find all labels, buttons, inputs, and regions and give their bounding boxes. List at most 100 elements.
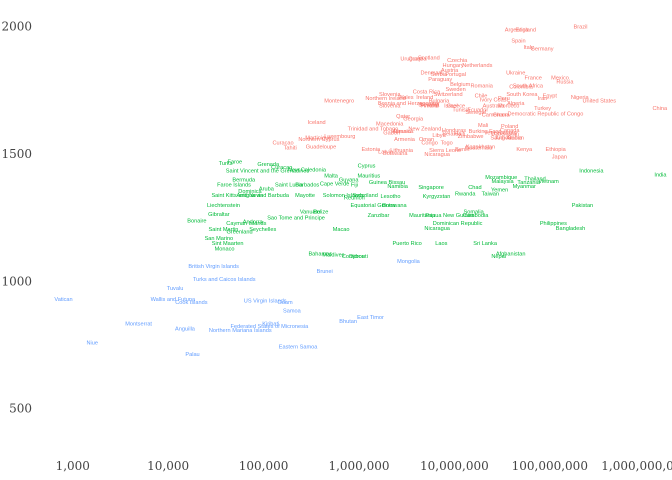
- point-label: Mauritania: [409, 213, 436, 219]
- point-label: Uruguay: [400, 57, 421, 63]
- x-tick-label: 100,000,000: [512, 459, 588, 473]
- point-label: Palau: [185, 352, 199, 358]
- point-label: New Zealand: [408, 127, 441, 133]
- point-label: Saint Lucia: [275, 183, 304, 189]
- point-label: Zimbabwe: [458, 134, 484, 140]
- point-label: Belarus: [442, 132, 461, 138]
- point-label: Anguilla: [175, 326, 196, 332]
- point-label: Comoros: [342, 254, 365, 260]
- point-label: Ukraine: [506, 71, 525, 77]
- point-label: England: [516, 27, 537, 33]
- point-label: Luxembourg: [324, 134, 355, 140]
- point-label: Faroe: [228, 160, 243, 166]
- point-label: Vanuatu: [300, 209, 320, 215]
- point-label: Iraq: [507, 130, 517, 136]
- point-label: Cayman Islands: [226, 221, 266, 227]
- x-tick-label: 100,000: [239, 459, 289, 473]
- point-label: Wallis and Futuna: [151, 297, 196, 303]
- point-label: Namibia: [387, 184, 408, 190]
- y-tick-label: 2000: [1, 20, 32, 34]
- y-axis: 500 1000 1500 2000: [1, 20, 32, 416]
- point-label: Sri Lanka: [473, 241, 498, 247]
- point-label: Grenada: [257, 162, 280, 168]
- point-label: Fiji: [351, 183, 358, 189]
- point-label: Monaco: [215, 246, 235, 252]
- y-tick-label: 1000: [1, 274, 32, 288]
- point-label: Kazakhstan: [466, 144, 495, 150]
- point-label: Dominica: [238, 189, 262, 195]
- point-label: Armenia: [394, 137, 416, 143]
- point-label: Togo: [441, 141, 453, 147]
- point-label: Slovenia: [379, 92, 401, 98]
- point-label: Equatorial Guinea: [351, 203, 397, 209]
- point-label: Mongolia: [397, 259, 421, 265]
- point-label: Turks: [219, 161, 233, 167]
- point-label: Russia: [556, 79, 574, 85]
- point-label: Djibouti: [349, 254, 368, 260]
- point-label: Serbia: [431, 72, 448, 78]
- point-label: Portugal: [445, 72, 466, 78]
- point-label: Saudi Arabia: [490, 136, 523, 142]
- point-label: Sierra Leone: [429, 148, 461, 154]
- point-label: South Korea: [506, 92, 538, 98]
- point-label: East Timor: [357, 315, 384, 321]
- point-label: Northern Cyprus: [298, 137, 339, 143]
- point-label: Reunion: [344, 195, 365, 201]
- point-label: Qatar: [396, 114, 410, 120]
- point-label: Zanzibar: [368, 213, 390, 219]
- point-label: Ethiopia: [545, 147, 566, 153]
- point-label: Australia: [483, 104, 506, 110]
- point-label: Tuvalu: [167, 286, 184, 292]
- point-label: Montenegro: [324, 99, 354, 105]
- point-label: Kenya: [516, 147, 533, 153]
- point-label: Vatican: [54, 297, 72, 303]
- point-label: Myanmar: [513, 184, 536, 190]
- point-label: Austria: [441, 68, 459, 74]
- point-label: Bonaire: [187, 218, 206, 224]
- point-label: Greenland: [226, 230, 252, 236]
- point-label: Turks and Caicos Islands: [193, 277, 256, 283]
- point-label: Honduras: [442, 128, 466, 134]
- point-label: Macedonia: [376, 122, 404, 128]
- point-label: Samoa: [283, 309, 302, 315]
- point-label: Laos: [435, 241, 447, 247]
- point-label: Angola: [495, 136, 513, 142]
- point-label: Curacao: [272, 141, 293, 147]
- point-label: Guyana: [339, 178, 359, 184]
- point-label: France: [524, 76, 541, 82]
- point-label: US Virgin Islands: [244, 298, 287, 304]
- point-label: Faroe Islands: [217, 183, 251, 189]
- point-label: Trinidad and Tobago: [348, 127, 399, 133]
- point-label: Sudan: [508, 136, 524, 142]
- point-label: Singapore: [418, 185, 444, 191]
- point-label: Turkey: [534, 106, 551, 112]
- point-label: Aruba: [259, 186, 275, 192]
- point-label: Brazil: [574, 25, 588, 31]
- point-label: Guadeloupe: [306, 144, 336, 150]
- point-label: Scotland: [418, 55, 440, 61]
- point-label: Maldives: [322, 253, 344, 259]
- point-label: Jamaica: [393, 129, 415, 135]
- point-label: Ghana: [493, 113, 511, 119]
- point-label: Puerto Rico: [393, 241, 422, 247]
- point-label: Northern Mariana Islands: [209, 328, 272, 334]
- point-label: Benin: [455, 147, 469, 153]
- point-label: Yemen: [491, 188, 508, 194]
- point-label: Poland: [501, 124, 518, 130]
- point-label: Pakistan: [572, 203, 593, 209]
- point-label: Bahamas: [308, 251, 332, 257]
- y-tick-label: 1500: [1, 147, 32, 161]
- point-label: Tunisia: [452, 107, 471, 113]
- point-label: Dominican Republic: [433, 221, 483, 227]
- point-label: Thailand: [524, 176, 545, 182]
- x-tick-label: 1,000,000,000: [601, 459, 672, 473]
- point-label: Macao: [333, 227, 350, 233]
- point-label: Czechia: [447, 58, 468, 64]
- point-label: Guinea Bissau: [369, 180, 405, 186]
- point-label: Uzbekistan: [491, 132, 519, 138]
- point-label: Romania: [470, 83, 493, 89]
- point-label: British Virgin Islands: [188, 264, 239, 270]
- point-label: Congo: [421, 141, 437, 147]
- point-label: Chad: [468, 185, 481, 191]
